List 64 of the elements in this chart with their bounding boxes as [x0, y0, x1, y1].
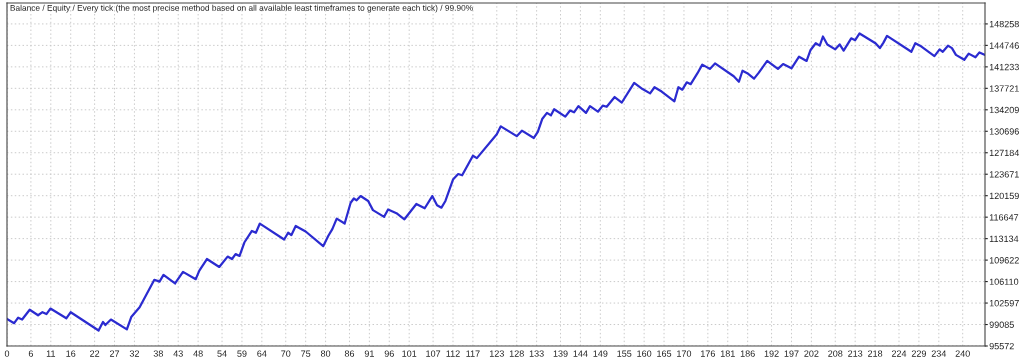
x-tick-label: 101 [402, 350, 417, 357]
x-tick-label: 117 [466, 350, 480, 357]
x-tick-label: 123 [489, 350, 504, 357]
x-tick-label: 16 [66, 350, 76, 357]
x-tick-label: 133 [529, 350, 544, 357]
x-tick-label: 6 [28, 350, 34, 357]
x-tick-label: 75 [301, 350, 311, 357]
x-tick-label: 240 [955, 350, 970, 357]
line-series [7, 32, 985, 332]
x-tick-label: 22 [90, 350, 100, 357]
y-tick-label: 137721 [989, 85, 1019, 92]
x-tick-label: 128 [509, 350, 524, 357]
x-tick-label: 48 [193, 350, 203, 357]
y-tick-label: 109622 [989, 257, 1019, 264]
x-tick-label: 155 [617, 350, 632, 357]
y-tick-label: 141233 [989, 63, 1019, 71]
x-tick-label: 107 [426, 350, 441, 357]
x-tick-label: 11 [46, 350, 56, 357]
y-tick-label: 127184 [989, 149, 1020, 157]
x-tick-label: 213 [848, 350, 863, 357]
chart-title: Balance / Equity / Every tick (the most precise method based on all available least timeframes to generate each tick) / 99.90% [10, 4, 473, 13]
y-tick-label: 116647 [989, 214, 1019, 221]
x-tick-label: 0 [4, 350, 10, 357]
x-tick-label: 86 [344, 350, 355, 357]
y-tick-label: 95572 [989, 342, 1014, 350]
x-tick-label: 27 [109, 350, 120, 357]
y-tick-label: 106110 [989, 278, 1019, 285]
y-tick-label: 148258 [989, 20, 1019, 28]
x-tick-label: 234 [931, 350, 947, 357]
x-tick-label: 176 [701, 350, 715, 357]
x-tick-label: 192 [764, 350, 779, 357]
x-tick-label: 64 [257, 350, 267, 357]
y-tick-label: 123671 [989, 171, 1019, 178]
x-tick-label: 160 [637, 350, 652, 357]
x-tick-label: 229 [911, 350, 926, 357]
x-tick-label: 144 [573, 350, 588, 357]
x-tick-label: 96 [384, 350, 394, 357]
x-tick-label: 80 [320, 350, 331, 357]
y-tick-label: 99085 [989, 321, 1014, 328]
x-tick-label: 186 [740, 350, 755, 357]
x-tick-label: 165 [657, 350, 672, 357]
x-tick-label: 91 [364, 350, 374, 357]
x-tick-label: 54 [217, 350, 227, 357]
x-tick-label: 197 [784, 350, 799, 357]
x-tick-label: 149 [593, 350, 608, 357]
y-tick-label: 120159 [989, 192, 1019, 200]
x-tick-label: 224 [891, 350, 907, 357]
x-tick-label: 70 [281, 350, 291, 357]
y-tick-label: 130696 [989, 128, 1019, 135]
x-tick-label: 32 [129, 350, 139, 357]
x-tick-label: 38 [153, 350, 163, 357]
x-tick-label: 218 [868, 350, 883, 357]
x-tick-label: 139 [553, 350, 568, 357]
x-tick-label: 43 [173, 350, 183, 357]
x-tick-label: 170 [677, 350, 692, 357]
x-tick-label: 59 [237, 350, 247, 357]
x-tick-label: 208 [828, 350, 843, 357]
x-tick-label: 112 [446, 350, 460, 357]
x-tick-label: 181 [720, 350, 735, 357]
y-tick-label: 102597 [989, 300, 1019, 307]
y-tick-label: 144746 [989, 42, 1019, 49]
y-tick-label: 113134 [989, 235, 1019, 242]
y-tick-label: 134209 [989, 106, 1019, 114]
x-tick-label: 202 [804, 350, 819, 357]
